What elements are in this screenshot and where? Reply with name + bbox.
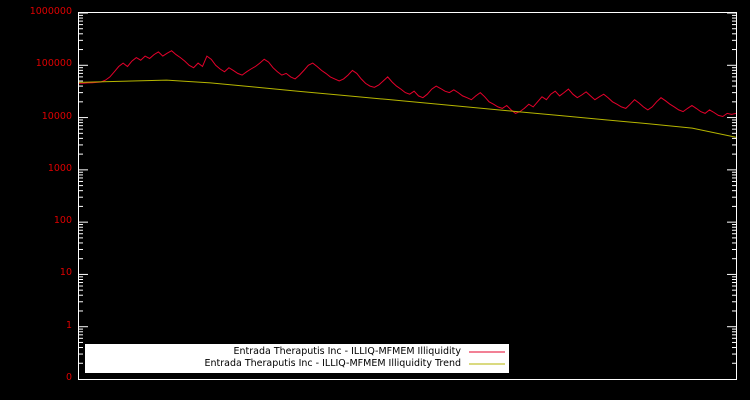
legend-line-sample [469,351,505,353]
legend-label: Entrada Theraputis Inc - ILLIQ-MFMEM Ill… [233,346,461,357]
y-tick-label: 100 [53,215,72,227]
y-tick-label: 1000000 [29,6,72,17]
y-tick-label: 100000 [35,58,72,70]
y-tick-label: 0 [65,372,72,383]
y-tick-label: 10 [59,267,72,279]
series-illiquidity-line [79,50,736,118]
legend-entry: Entrada Theraputis Inc - ILLIQ-MFMEM Ill… [89,358,505,370]
y-tick-label: 10000 [41,110,72,122]
legend-label: Entrada Theraputis Inc - ILLIQ-MFMEM Ill… [204,358,461,369]
y-tick-label: 1 [65,319,72,331]
legend: Entrada Theraputis Inc - ILLIQ-MFMEM Ill… [85,344,509,373]
series-illiquidity-trend-line [79,79,736,138]
y-tick-label: 1000 [47,162,72,174]
legend-line-sample [469,363,505,365]
plot-area [78,12,737,380]
plot-canvas [79,13,736,364]
legend-entry: Entrada Theraputis Inc - ILLIQ-MFMEM Ill… [89,346,505,358]
